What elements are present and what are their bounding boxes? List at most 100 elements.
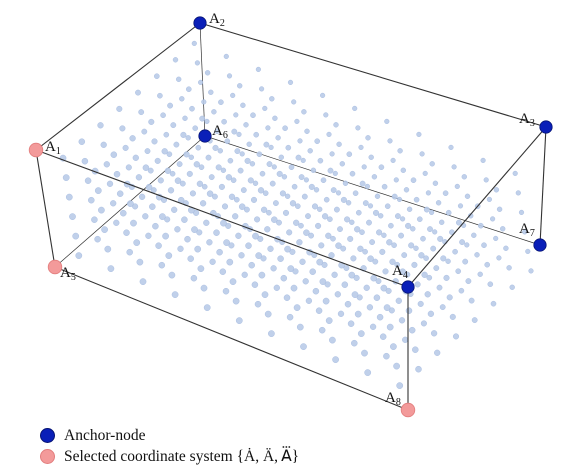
lattice-point bbox=[500, 226, 506, 232]
lattice-point bbox=[357, 245, 364, 252]
lattice-point bbox=[282, 125, 288, 131]
lattice-point bbox=[165, 252, 173, 259]
lattice-point bbox=[417, 216, 423, 222]
node-label-index: 2 bbox=[219, 18, 225, 29]
lattice-point bbox=[186, 170, 193, 177]
lattice-point bbox=[327, 167, 334, 174]
lattice-point bbox=[217, 148, 223, 154]
node-label-index: 1 bbox=[55, 146, 61, 157]
lattice-point bbox=[314, 138, 320, 144]
lattice-point bbox=[199, 200, 207, 207]
lattice-point bbox=[226, 258, 234, 266]
lattice-point bbox=[433, 265, 440, 271]
lattice-point bbox=[332, 170, 338, 176]
lattice-point bbox=[298, 222, 304, 229]
lattice-point bbox=[291, 183, 298, 190]
lattice-point bbox=[395, 213, 401, 219]
lattice-point bbox=[395, 297, 402, 304]
lattice-point bbox=[125, 164, 132, 171]
lattice-point bbox=[161, 148, 168, 155]
lattice-point bbox=[230, 177, 237, 183]
lattice-point bbox=[421, 271, 428, 278]
lattice-point bbox=[88, 196, 95, 204]
lattice-point bbox=[144, 148, 151, 154]
lattice-point bbox=[206, 190, 214, 197]
lattice-point bbox=[387, 138, 393, 144]
lattice-point bbox=[270, 265, 277, 272]
lattice-point bbox=[230, 92, 236, 98]
lattice-point bbox=[127, 200, 134, 207]
lattice-point bbox=[75, 252, 83, 259]
lattice-point bbox=[192, 125, 198, 131]
lattice-point bbox=[487, 281, 494, 287]
lattice-point bbox=[253, 131, 259, 138]
lattice-point bbox=[203, 219, 210, 226]
lattice-point bbox=[98, 206, 105, 214]
lattice-point bbox=[184, 235, 191, 243]
lattice-point bbox=[193, 209, 200, 216]
node-label-index: 4 bbox=[402, 270, 408, 281]
lattice-point bbox=[439, 219, 445, 225]
lattice-point bbox=[319, 278, 327, 285]
lattice-point bbox=[337, 226, 343, 232]
lattice-point bbox=[374, 193, 381, 199]
lattice-point bbox=[430, 245, 437, 252]
lattice-point bbox=[362, 248, 368, 255]
lattice-point bbox=[170, 122, 177, 128]
node-label-index: 3 bbox=[529, 118, 535, 129]
lattice-point bbox=[344, 216, 351, 223]
lattice-point bbox=[355, 125, 361, 131]
lattice-point bbox=[457, 203, 464, 209]
anchor-node-a3 bbox=[539, 120, 553, 134]
lattice-point bbox=[287, 265, 295, 272]
lattice-point bbox=[223, 53, 229, 59]
lattice-point bbox=[231, 128, 238, 135]
lattice-point bbox=[429, 209, 435, 215]
lattice-point bbox=[204, 70, 211, 76]
lattice-point bbox=[294, 118, 300, 124]
lattice-point bbox=[359, 180, 366, 187]
lattice-point bbox=[356, 294, 363, 301]
lattice-point bbox=[474, 252, 480, 258]
lattice-point bbox=[232, 213, 239, 220]
lattice-point bbox=[65, 193, 73, 201]
lattice-point bbox=[183, 151, 190, 158]
lattice-point bbox=[173, 141, 180, 148]
lattice-point bbox=[422, 170, 428, 176]
lattice-point bbox=[430, 330, 438, 337]
lattice-point bbox=[352, 105, 358, 111]
lattice-point bbox=[199, 115, 206, 122]
lattice-point bbox=[317, 157, 324, 164]
lattice-point bbox=[250, 112, 256, 118]
lattice-point bbox=[198, 79, 204, 85]
lattice-point bbox=[325, 317, 333, 324]
lattice-point bbox=[419, 151, 425, 157]
lattice-point bbox=[468, 297, 475, 304]
lattice-point bbox=[147, 167, 154, 174]
lattice-point bbox=[315, 307, 323, 314]
lattice-point bbox=[341, 281, 349, 288]
lattice-point bbox=[226, 73, 233, 79]
lattice-point bbox=[403, 187, 410, 193]
lattice-point bbox=[350, 255, 357, 262]
lattice-point bbox=[181, 216, 188, 223]
node-label-index: 8 bbox=[395, 397, 401, 408]
lattice-point bbox=[218, 183, 225, 190]
lattice-point bbox=[443, 274, 450, 281]
lattice-point bbox=[432, 229, 438, 235]
lattice-point bbox=[323, 112, 329, 118]
lattice-point bbox=[427, 226, 433, 232]
node-label-a3: A3 bbox=[519, 112, 535, 129]
node-label-a2: A2 bbox=[209, 12, 225, 29]
lattice-point bbox=[126, 248, 133, 256]
lattice-point bbox=[213, 229, 220, 236]
lattice-point bbox=[435, 200, 442, 206]
lattice-point bbox=[458, 287, 465, 294]
lattice-point bbox=[240, 187, 247, 193]
lattice-point bbox=[379, 333, 387, 340]
node-label-letter: A bbox=[392, 263, 403, 279]
lattice-point bbox=[159, 213, 166, 220]
node-label-letter: A bbox=[385, 390, 396, 406]
lattice-point bbox=[340, 196, 347, 203]
lattice-point bbox=[234, 148, 241, 154]
